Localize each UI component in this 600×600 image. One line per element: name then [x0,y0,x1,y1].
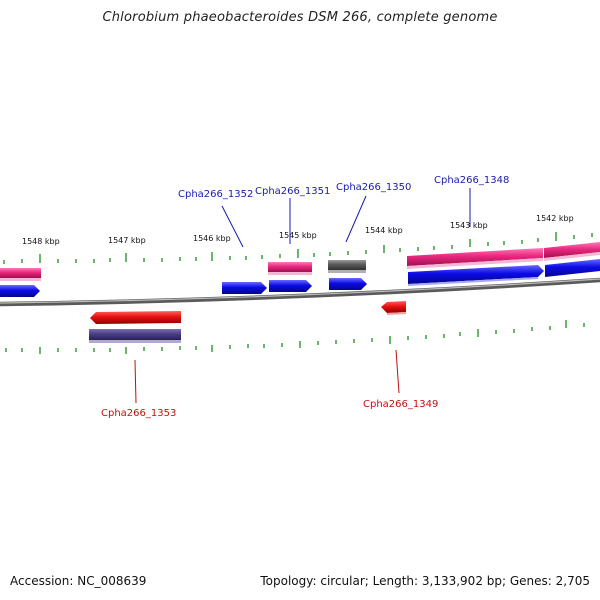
gene-feature[interactable] [545,259,600,277]
gene-feature-cpha266-1348[interactable] [408,265,544,284]
gene-label[interactable]: Cpha266_1348 [434,175,509,186]
gene-label[interactable]: Cpha266_1350 [336,182,411,193]
tick-label: 1545 kbp [279,231,317,240]
gene-feature-cpha266-1350-misc[interactable] [328,260,366,270]
accession-text: Accession: NC_008639 [10,574,147,588]
genome-title: Chlorobium phaeobacteroides DSM 266, com… [102,10,498,25]
gene-feature-cpha266-1351[interactable] [269,280,312,292]
kbp-labels: 1548 kbp 1547 kbp 1546 kbp 1545 kbp 1544… [22,214,574,246]
forward-features [0,242,600,297]
gene-label[interactable]: Cpha266_1353 [101,408,176,419]
tick-label: 1542 kbp [536,214,574,223]
tick-label: 1544 kbp [365,226,403,235]
gene-label[interactable]: Cpha266_1349 [363,399,438,410]
gene-feature-cpha266-1351-rna[interactable] [268,262,312,272]
gene-feature-cpha266-1352[interactable] [222,282,267,294]
label-leaders [134,188,471,404]
lower-tick-row [5,320,585,354]
gene-label[interactable]: Cpha266_1352 [178,189,253,200]
gene-feature[interactable] [0,268,41,278]
reverse-features [89,301,406,343]
genome-summary: Topology: circular; Length: 3,133,902 bp… [260,574,590,588]
gene-feature[interactable] [544,242,600,258]
gene-feature[interactable] [0,285,40,297]
upper-tick-row [3,232,593,264]
gene-feature-cpha266-1348-rna[interactable] [407,248,543,266]
tick-label: 1547 kbp [108,236,146,245]
tick-label: 1543 kbp [450,221,488,230]
genome-backbone [0,277,600,307]
tick-label: 1546 kbp [193,234,231,243]
gene-feature-cpha266-1353[interactable] [90,311,181,324]
gene-labels: Cpha266_1352 Cpha266_1351 Cpha266_1350 C… [101,175,509,419]
gene-feature-cpha266-1353-misc[interactable] [89,329,181,340]
gene-label[interactable]: Cpha266_1351 [255,186,330,197]
tick-label: 1548 kbp [22,237,60,246]
gene-feature-cpha266-1349[interactable] [381,301,406,313]
gene-feature-cpha266-1350[interactable] [329,278,367,290]
